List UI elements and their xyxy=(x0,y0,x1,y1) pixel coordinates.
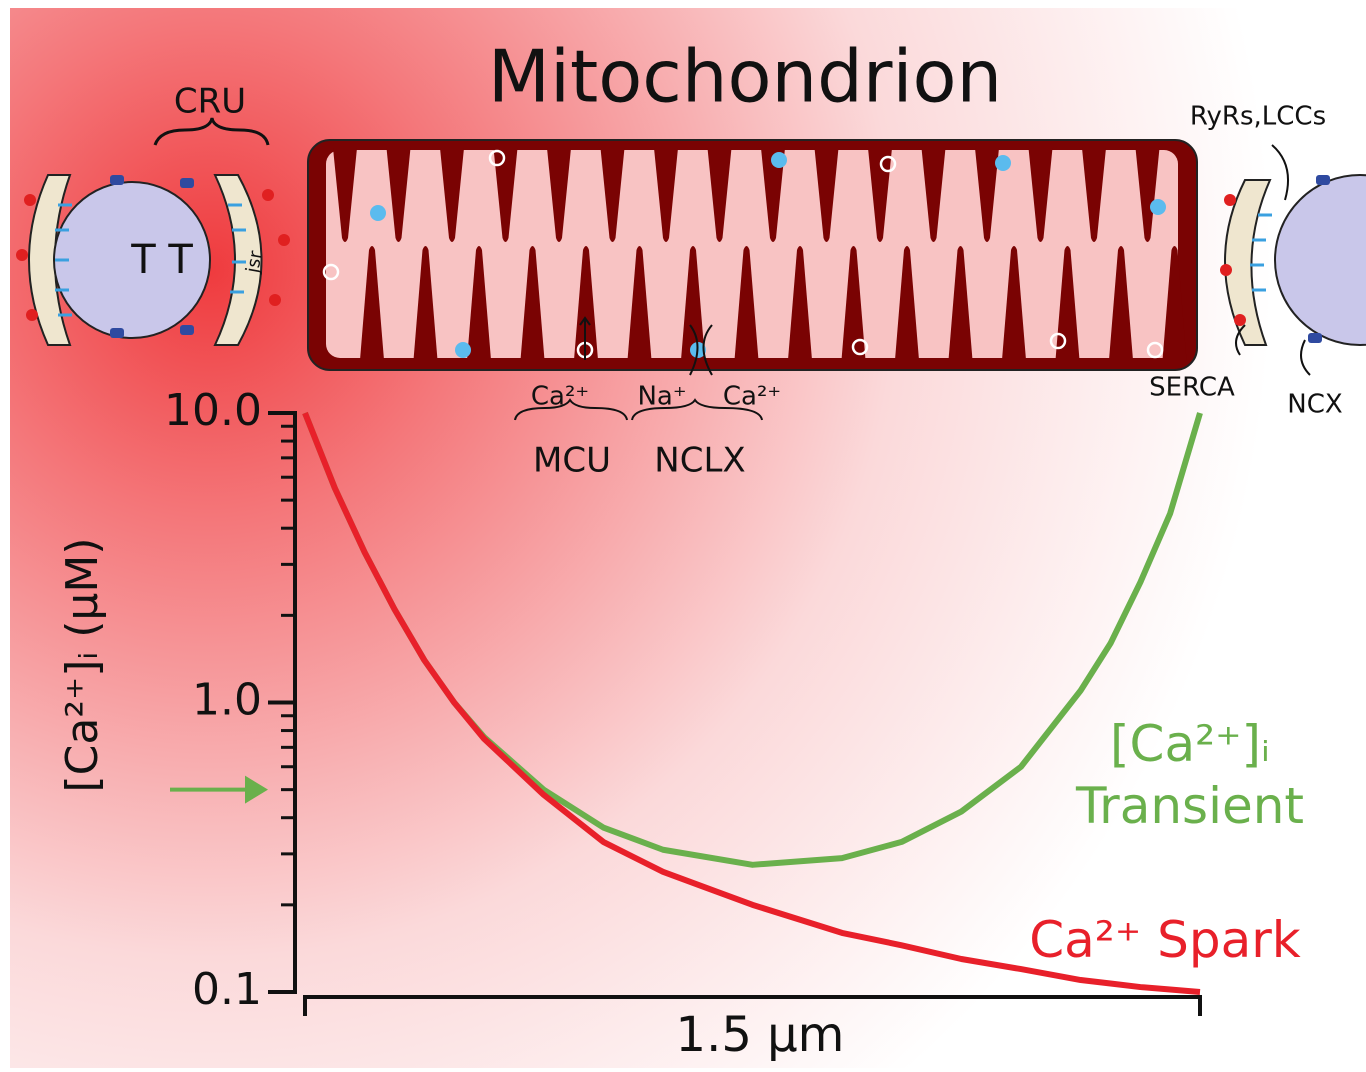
nclx-na: Na⁺ xyxy=(637,382,686,412)
ncx-label: NCX xyxy=(1287,390,1342,420)
y-tick-label: 1.0 xyxy=(192,675,262,726)
jsr-label: jsr xyxy=(242,249,267,276)
legend-label: Ca²⁺ Spark xyxy=(980,870,1350,1010)
nclx-label: NCLX xyxy=(654,441,745,481)
y-tick-label: 10.0 xyxy=(164,385,262,436)
y-tick-label: 0.1 xyxy=(192,964,262,1015)
ryrs-label: RyRs,LCCs xyxy=(1190,102,1326,132)
ca-bound xyxy=(370,205,386,221)
tt-label: T T xyxy=(130,237,193,283)
nclx-ca: Ca²⁺ xyxy=(723,382,781,412)
scale-bar-label: 1.5 µm xyxy=(676,1007,845,1063)
cristae xyxy=(324,148,1187,360)
ca-bound xyxy=(455,342,471,358)
mcu-label: MCU xyxy=(533,441,611,481)
ca-bound xyxy=(995,155,1011,171)
mcu-ion: Ca²⁺ xyxy=(531,382,589,412)
ca-bound xyxy=(1150,199,1166,215)
legend-entry: Ca²⁺ Spark xyxy=(980,870,1350,1010)
serca-label: SERCA xyxy=(1149,373,1235,403)
page: CRU T T jsr Mitochondrion RyRs,LCCs SERC… xyxy=(0,0,1366,1068)
y-axis-label: [Ca²⁺]ᵢ (µM) xyxy=(57,537,108,792)
ca-bound xyxy=(771,152,787,168)
figure: CRU T T jsr Mitochondrion RyRs,LCCs SERC… xyxy=(0,0,1366,1068)
diagram-title: Mitochondrion xyxy=(488,35,1002,119)
legend-entry: [Ca²⁺]ᵢ Transient xyxy=(1005,705,1366,845)
cru-label: CRU xyxy=(174,82,246,122)
legend-label: [Ca²⁺]ᵢ Transient xyxy=(1005,705,1366,845)
